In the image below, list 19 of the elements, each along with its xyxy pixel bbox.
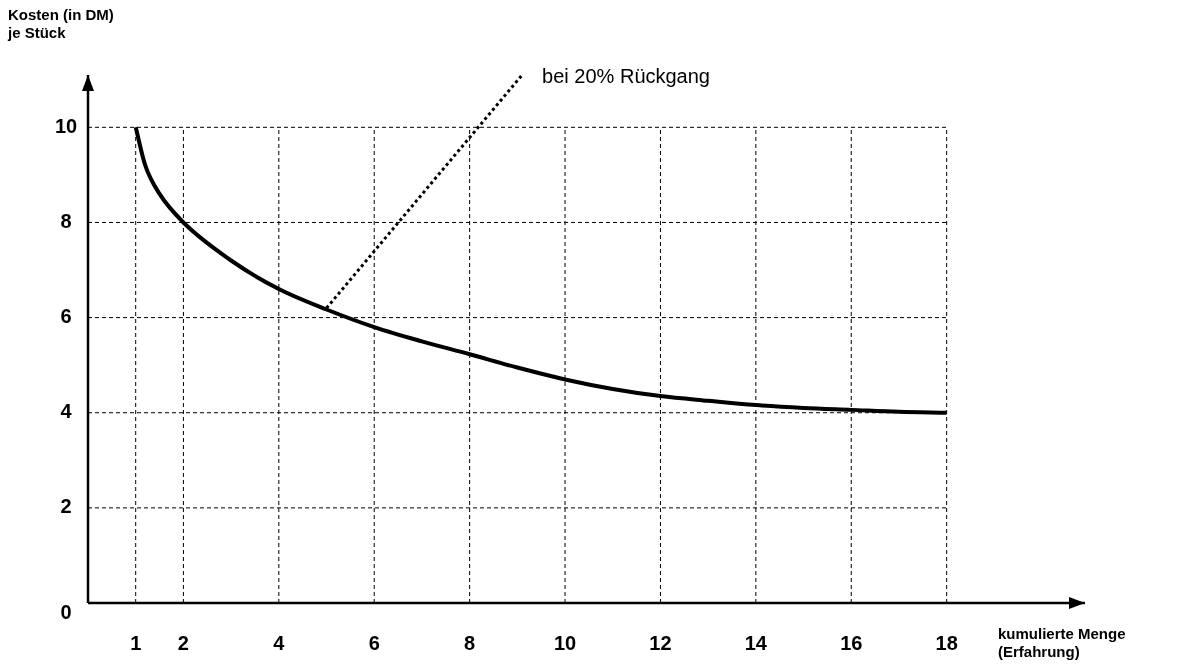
- y-tick-label: 2: [60, 495, 72, 518]
- x-tick-label: 10: [553, 631, 577, 654]
- x-tick-label: 12: [649, 631, 672, 654]
- x-tick-label: 4: [273, 631, 286, 654]
- x-tick-label: 6: [368, 631, 380, 654]
- annotation: bei 20% Rückgang: [542, 64, 710, 87]
- x-tick-label: 1: [130, 631, 142, 654]
- y-tick-label: 8: [60, 209, 72, 232]
- y-tick-label: 0: [60, 600, 72, 623]
- x-axis-title: kumulierte Menge (Erfahrung): [998, 625, 1127, 661]
- y-tick-label: 10: [54, 114, 78, 137]
- x-tick-label: 18: [935, 631, 958, 654]
- x-tick-label: 14: [744, 631, 768, 654]
- y-axis-title: Kosten (in DM) je Stück: [8, 6, 115, 42]
- x-tick-label: 2: [177, 631, 189, 654]
- y-tick-label: 4: [60, 400, 73, 423]
- x-tick-label: 8: [464, 631, 476, 654]
- x-tick-label: 16: [840, 631, 863, 654]
- y-tick-label: 6: [60, 305, 72, 328]
